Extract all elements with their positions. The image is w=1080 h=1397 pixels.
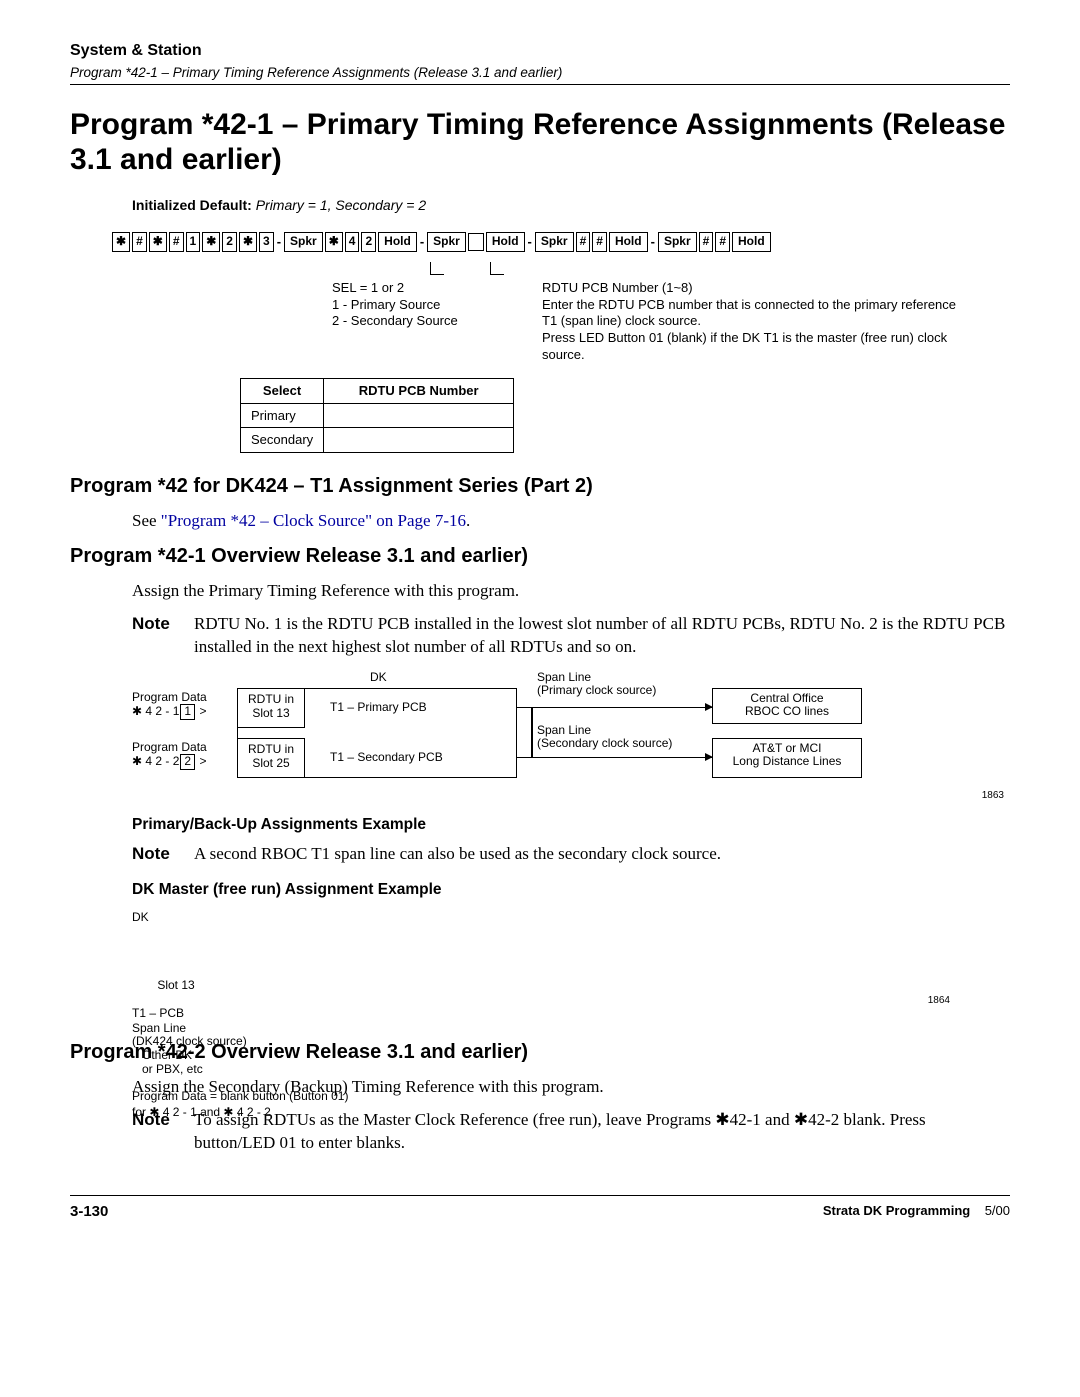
key-sequence-row: ✱#✱#1✱2✱3-Spkr✱42Hold-SpkrHold-Spkr##Hol…	[112, 232, 1010, 251]
key-cell: #	[699, 232, 714, 251]
key-cell: #	[576, 232, 591, 251]
key-cell: Hold	[609, 232, 648, 251]
note-text: A second RBOC T1 span line can also be u…	[194, 843, 1010, 866]
key-cell: #	[715, 232, 730, 251]
key-annotations: SEL = 1 or 2 1 - Primary Source 2 - Seco…	[332, 280, 1010, 364]
annotation-rdtu: RDTU PCB Number (1~8) Enter the RDTU PCB…	[542, 280, 962, 364]
key-cell: 4	[345, 232, 360, 251]
init-default-label: Initialized Default:	[132, 197, 252, 213]
note-label: Note	[132, 613, 194, 659]
key-cell: Spkr	[284, 232, 323, 251]
key-cell: ✱	[239, 232, 257, 251]
select-rdtu-table: Select RDTU PCB Number Primary Secondary	[240, 378, 514, 453]
key-cell: #	[592, 232, 607, 251]
table-header-select: Select	[241, 379, 324, 404]
section-title-dk424: Program *42 for DK424 – T1 Assignment Se…	[70, 473, 1010, 500]
key-dash: -	[650, 233, 656, 251]
key-cell: Spkr	[535, 232, 574, 251]
footer-title: Strata DK Programming	[823, 1203, 970, 1218]
key-cell: Spkr	[427, 232, 466, 251]
note-label: Note	[132, 843, 194, 866]
key-cell: ✱	[325, 232, 343, 251]
key-cell: 2	[361, 232, 376, 251]
table-row: Primary	[241, 403, 514, 428]
key-blank	[468, 233, 484, 251]
dk-master-diagram: DK Slot 13 T1 – PCB Span Line (DK424 clo…	[132, 909, 1010, 1029]
note-row: Note A second RBOC T1 span line can also…	[132, 843, 1010, 866]
figure-number: 1863	[982, 789, 1004, 803]
key-dash: -	[276, 233, 282, 251]
figure-number: 1864	[928, 994, 950, 1008]
primary-backup-diagram: Program Data ✱ 4 2 - 11 > Program Data ✱…	[132, 671, 1010, 801]
key-annotation-brackets	[422, 262, 1010, 278]
key-cell: #	[132, 232, 147, 251]
key-cell: Hold	[732, 232, 771, 251]
page-number: 3-130	[70, 1202, 108, 1222]
key-cell: Spkr	[658, 232, 697, 251]
note-row: Note RDTU No. 1 is the RDTU PCB installe…	[132, 613, 1010, 659]
key-cell: 1	[186, 232, 201, 251]
key-cell: Hold	[486, 232, 525, 251]
key-cell: 2	[222, 232, 237, 251]
table-row: Secondary	[241, 428, 514, 453]
key-cell: ✱	[112, 232, 130, 251]
key-dash: -	[419, 233, 425, 251]
note-text: RDTU No. 1 is the RDTU PCB installed in …	[194, 613, 1010, 659]
key-cell: Hold	[378, 232, 417, 251]
page-title: Program *42-1 – Primary Timing Reference…	[70, 107, 1010, 178]
key-cell: ✱	[149, 232, 167, 251]
page-footer: 3-130 Strata DK Programming 5/00	[70, 1195, 1010, 1222]
cross-reference-link[interactable]: "Program *42 – Clock Source" on Page 7-1…	[161, 511, 466, 530]
header-sub: Program *42-1 – Primary Timing Reference…	[70, 64, 1010, 82]
see-reference: See "Program *42 – Clock Source" on Page…	[132, 510, 1010, 533]
key-cell: #	[169, 232, 184, 251]
key-cell: 3	[259, 232, 274, 251]
section-title-421-overview: Program *42-1 Overview Release 3.1 and e…	[70, 543, 1010, 570]
key-cell: ✱	[202, 232, 220, 251]
subsection-primary-backup: Primary/Back-Up Assignments Example	[132, 815, 1010, 836]
header-section: System & Station	[70, 40, 1010, 62]
table-header-rdtu: RDTU PCB Number	[324, 379, 514, 404]
body-paragraph: Assign the Primary Timing Reference with…	[132, 580, 1010, 603]
initialized-default: Initialized Default: Primary = 1, Second…	[132, 196, 1010, 215]
header-divider	[70, 84, 1010, 85]
annotation-sel: SEL = 1 or 2 1 - Primary Source 2 - Seco…	[332, 280, 502, 364]
footer-date: 5/00	[985, 1203, 1010, 1218]
key-dash: -	[527, 233, 533, 251]
subsection-dk-master: DK Master (free run) Assignment Example	[132, 880, 1010, 901]
